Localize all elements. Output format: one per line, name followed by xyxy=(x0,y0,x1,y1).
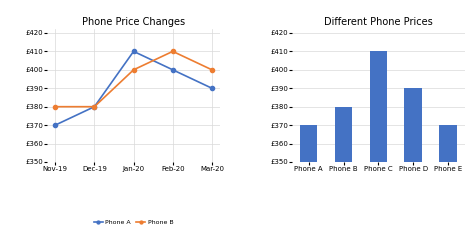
Phone B xyxy=(170,50,175,53)
Title: Different Phone Prices: Different Phone Prices xyxy=(324,17,433,27)
Legend: Phone A, Phone B: Phone A, Phone B xyxy=(91,218,176,225)
Bar xyxy=(370,51,387,162)
Phone B xyxy=(131,68,137,71)
Line: Phone B: Phone B xyxy=(53,49,214,109)
Phone A xyxy=(209,87,215,90)
Phone B xyxy=(209,68,215,71)
Line: Phone A: Phone A xyxy=(53,49,214,127)
Phone A xyxy=(91,105,97,108)
Phone B xyxy=(53,105,58,108)
Bar xyxy=(439,125,456,162)
Bar xyxy=(335,107,352,162)
Phone A xyxy=(170,68,175,71)
Bar xyxy=(404,88,422,162)
Bar xyxy=(300,125,318,162)
Phone B xyxy=(91,105,97,108)
Phone A xyxy=(131,50,137,53)
Title: Phone Price Changes: Phone Price Changes xyxy=(82,17,185,27)
Phone A xyxy=(53,124,58,126)
